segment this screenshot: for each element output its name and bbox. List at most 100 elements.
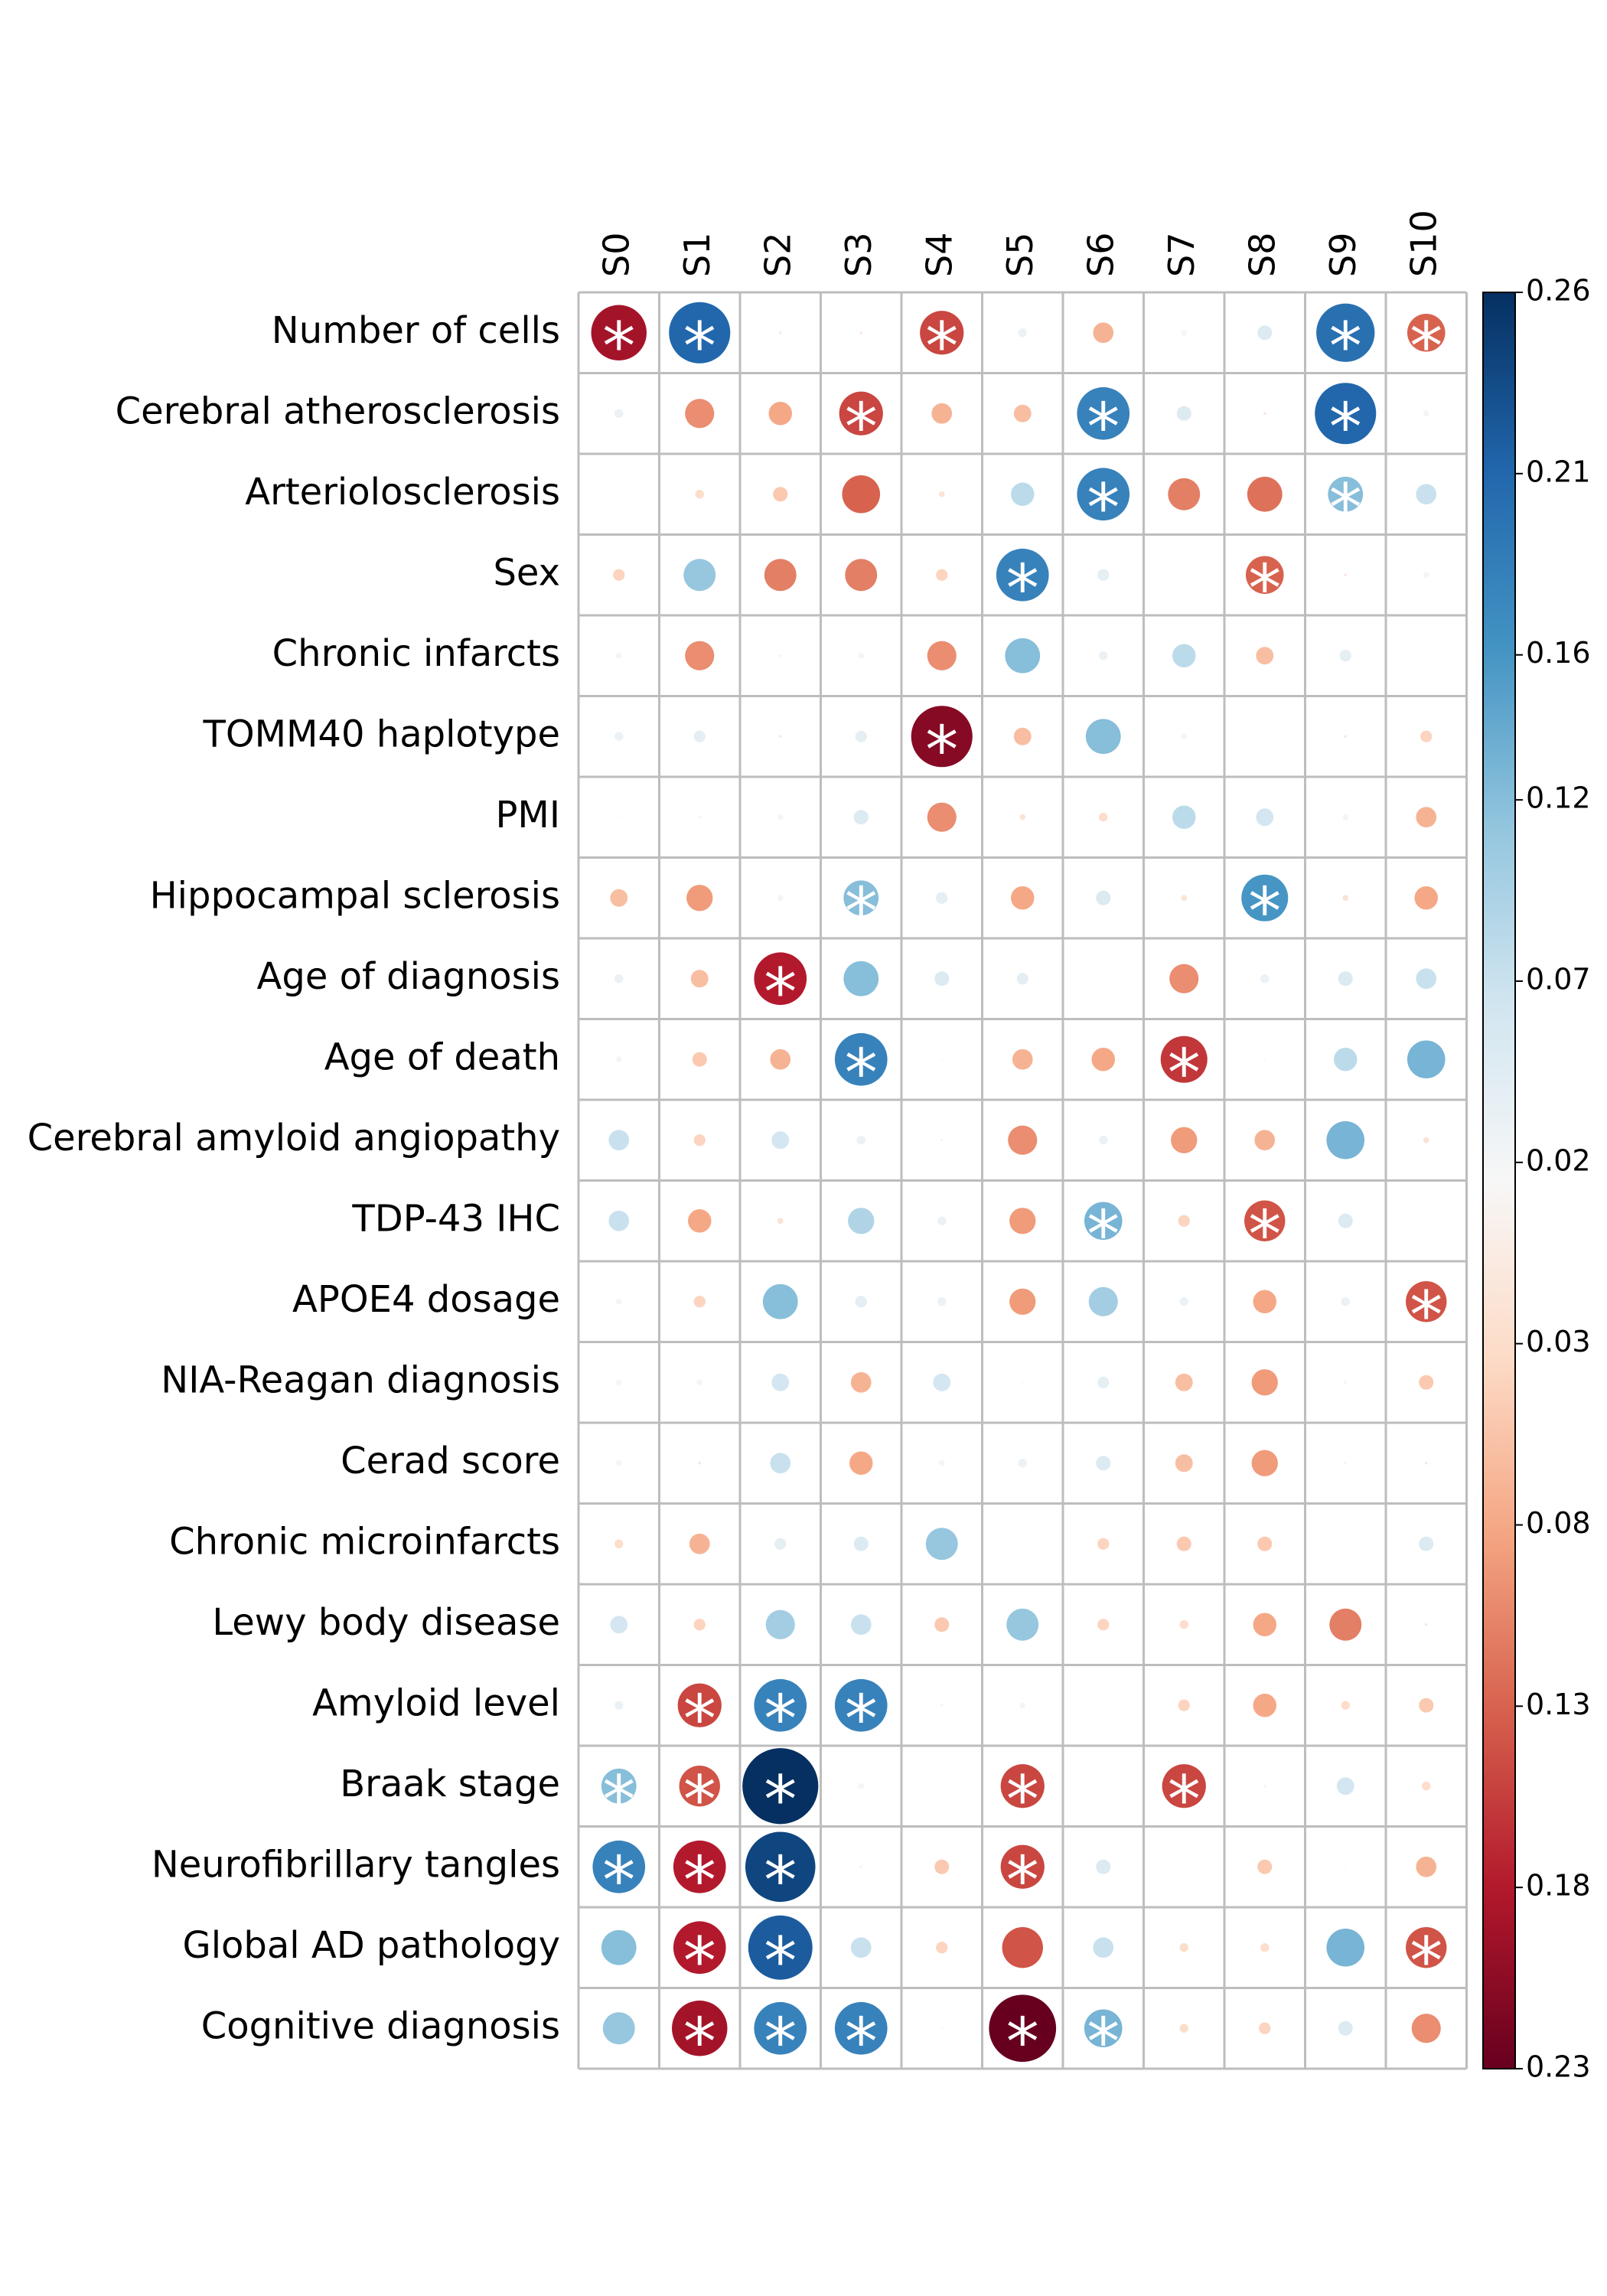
corr-dot [1253, 1693, 1277, 1717]
corr-dot [1342, 895, 1349, 902]
corr-dot [614, 732, 624, 741]
corr-dot [1422, 1782, 1431, 1791]
corr-dot [1097, 569, 1110, 581]
row-label: TOMM40 haplotype [203, 713, 561, 755]
corr-dot [591, 305, 647, 360]
corr-dot [834, 2001, 888, 2055]
corr-dot [745, 1831, 816, 1903]
corr-dot [1084, 2009, 1123, 2048]
corr-dot [1013, 727, 1032, 745]
corr-dot [685, 399, 715, 429]
corr-dot [850, 1937, 872, 1958]
corr-dot [673, 1840, 726, 1893]
corr-dot [1336, 1777, 1354, 1795]
significance-star: * [1410, 308, 1442, 385]
corr-dot [1345, 1543, 1347, 1545]
corr-dot [920, 311, 964, 355]
corr-dot [614, 409, 624, 418]
corr-dot [1260, 974, 1270, 983]
corr-dot [934, 1859, 950, 1874]
corr-dot [1010, 482, 1035, 507]
corr-dot [1416, 1856, 1437, 1877]
corr-dot [677, 1683, 722, 1727]
corr-dot [1257, 325, 1273, 341]
corr-dot [1244, 1200, 1286, 1241]
corr-dot [683, 559, 716, 592]
colorbar-tick-label: 0.03 [1526, 1325, 1591, 1358]
corr-dot [1256, 647, 1274, 665]
corr-dot [1162, 1764, 1206, 1808]
row-label: Chronic infarcts [272, 632, 560, 675]
corr-dot [754, 2001, 807, 2055]
corr-dot [1341, 1297, 1350, 1306]
corr-dot [1097, 1619, 1110, 1631]
corr-dot [1097, 1376, 1110, 1388]
significance-star: * [1006, 2004, 1039, 2080]
corr-dot [770, 1049, 791, 1070]
corr-dot [1019, 1702, 1026, 1709]
significance-star: * [1087, 1196, 1120, 1273]
corr-dot [1423, 572, 1429, 579]
corr-dot [859, 331, 863, 334]
corr-dot [845, 559, 878, 592]
corr-dot [843, 880, 879, 916]
corr-dot [696, 1379, 703, 1386]
corr-dot [615, 652, 622, 659]
corr-dot [1175, 1373, 1193, 1391]
corr-dot [693, 1134, 706, 1146]
corr-dot [1097, 1538, 1110, 1550]
corr-dot [1096, 1859, 1111, 1874]
corr-dot [1181, 895, 1188, 902]
corr-dot [1344, 573, 1348, 577]
corr-dot [608, 1210, 630, 1231]
significance-star: * [845, 1035, 878, 1111]
corr-dot [1338, 1213, 1353, 1228]
corr-dot [1419, 1536, 1434, 1551]
corr-dot [1022, 1381, 1024, 1384]
corr-dot [773, 487, 788, 502]
corr-dot [693, 1296, 706, 1308]
row-label: Hippocampal sclerosis [150, 874, 560, 917]
corr-dot [850, 1614, 872, 1636]
corr-dot [1008, 1125, 1038, 1155]
corr-dot [669, 302, 731, 364]
significance-star: * [1087, 389, 1120, 465]
corr-dot [1181, 329, 1188, 336]
row-label: Cognitive diagnosis [201, 2004, 560, 2047]
corr-dot [1005, 638, 1041, 673]
corr-dot [940, 1704, 944, 1707]
corr-dot [1099, 813, 1108, 822]
corr-dot [1000, 1764, 1045, 1808]
corr-dot [1424, 1461, 1428, 1465]
corr-dot [843, 960, 879, 996]
corr-dot [742, 1748, 819, 1825]
corr-dot [1178, 1215, 1190, 1227]
corr-dot [687, 1208, 712, 1233]
corr-dot [925, 1528, 958, 1561]
corr-dot [931, 403, 953, 424]
significance-star: * [764, 1842, 797, 1919]
corr-dot [614, 1539, 624, 1548]
row-label: Amyloid level [312, 1681, 560, 1724]
corr-dot [940, 1138, 944, 1142]
corr-dot [940, 2027, 943, 2030]
corr-dot [1018, 1459, 1027, 1468]
corr-dot [936, 569, 948, 581]
corr-dot [1251, 1450, 1278, 1476]
corr-dot [764, 559, 797, 592]
corr-dot [1338, 971, 1353, 987]
corr-dot [1345, 1866, 1347, 1868]
corr-dot [1256, 808, 1274, 827]
significance-star: * [1248, 873, 1281, 950]
corr-dot [1018, 328, 1027, 338]
row-label: Global AD pathology [183, 1924, 561, 1967]
corr-dot [1245, 556, 1284, 595]
significance-star: * [1168, 1762, 1201, 1838]
colorbar-tick-label: 0.23 [1526, 2050, 1591, 2084]
corr-dot [834, 1678, 888, 1732]
corr-dot [774, 1538, 787, 1550]
corr-dot [778, 331, 782, 334]
corr-dot [778, 735, 782, 739]
corr-dot [1339, 650, 1351, 662]
